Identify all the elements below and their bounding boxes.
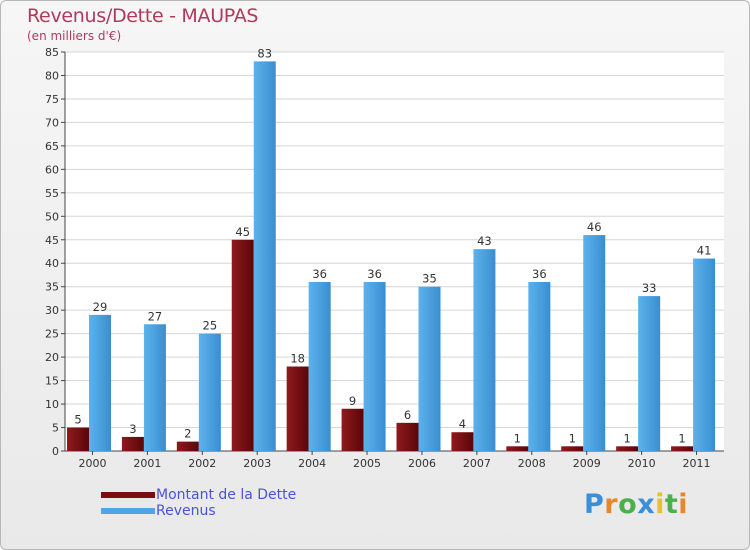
logo-letter: o <box>618 489 638 520</box>
x-tick-label: 2010 <box>628 457 656 470</box>
y-tick-label: 70 <box>45 116 59 129</box>
data-label-dette: 6 <box>404 408 411 422</box>
data-label-revenus: 35 <box>422 272 437 286</box>
bar-dette <box>231 239 254 451</box>
y-tick-label: 45 <box>45 234 59 247</box>
bar-dette <box>671 446 694 451</box>
x-tick-label: 2001 <box>133 457 161 470</box>
data-label-dette: 3 <box>129 422 136 436</box>
data-label-revenus: 33 <box>642 281 657 295</box>
data-label-revenus: 29 <box>93 300 108 314</box>
y-tick-label: 40 <box>45 257 59 270</box>
data-label-revenus: 46 <box>587 220 602 234</box>
legend-label-revenus: Revenus <box>156 503 216 519</box>
x-tick-label: 2011 <box>683 457 711 470</box>
legend-swatch-revenus <box>101 508 155 514</box>
x-tick-label: 2006 <box>408 457 436 470</box>
data-label-dette: 5 <box>74 413 81 427</box>
logo-letter: i <box>655 489 665 520</box>
data-label-dette: 18 <box>290 352 305 366</box>
y-tick-label: 25 <box>45 328 59 341</box>
x-tick-label: 2009 <box>573 457 601 470</box>
legend-label-dette: Montant de la Dette <box>156 487 297 503</box>
bar-revenus <box>583 235 606 451</box>
proxiti-logo: Proxiti <box>584 489 688 520</box>
data-label-dette: 1 <box>514 431 521 445</box>
y-tick-label: 80 <box>45 69 59 82</box>
x-tick-label: 2003 <box>243 457 271 470</box>
data-label-revenus: 36 <box>312 267 327 281</box>
data-label-revenus: 41 <box>697 244 712 258</box>
x-tick-label: 2000 <box>78 457 106 470</box>
bar-dette <box>396 422 419 451</box>
y-tick-label: 35 <box>45 281 59 294</box>
bar-revenus <box>253 61 276 451</box>
logo-letter: t <box>664 489 679 520</box>
bar-revenus <box>528 282 551 451</box>
bar-dette <box>286 366 309 451</box>
bar-revenus <box>143 324 166 451</box>
data-label-dette: 9 <box>349 394 356 408</box>
bar-dette <box>616 446 639 451</box>
bar-dette <box>451 432 474 451</box>
bar-dette <box>121 436 144 451</box>
y-tick-label: 85 <box>45 46 59 59</box>
bar-dette <box>561 446 584 451</box>
bar-revenus <box>363 282 386 451</box>
data-label-revenus: 36 <box>532 267 547 281</box>
x-tick-label: 2002 <box>188 457 216 470</box>
x-tick-label: 2004 <box>298 457 326 470</box>
y-tick-label: 30 <box>45 304 59 317</box>
bar-dette <box>67 427 89 451</box>
bar-revenus <box>693 258 716 451</box>
chart-subtitle: (en milliers d'€) <box>27 29 122 43</box>
y-tick-label: 20 <box>45 351 59 364</box>
y-tick-label: 50 <box>45 210 59 223</box>
data-label-dette: 2 <box>184 427 191 441</box>
y-tick-label: 55 <box>45 187 59 200</box>
x-tick-label: 2007 <box>463 457 491 470</box>
bar-dette <box>506 446 529 451</box>
data-label-revenus: 27 <box>148 309 163 323</box>
y-tick-label: 65 <box>45 140 59 153</box>
data-label-dette: 1 <box>678 431 685 445</box>
bar-dette <box>341 408 364 451</box>
plot-area <box>65 52 724 451</box>
bar-revenus <box>198 333 221 451</box>
data-label-dette: 1 <box>624 431 631 445</box>
y-tick-label: 5 <box>52 422 59 435</box>
bar-revenus <box>638 296 661 451</box>
y-tick-label: 10 <box>45 398 59 411</box>
legend-swatch-dette <box>101 492 155 498</box>
x-tick-label: 2008 <box>518 457 546 470</box>
logo-letter: P <box>584 489 605 520</box>
bar-revenus <box>308 282 331 451</box>
data-label-dette: 1 <box>569 431 576 445</box>
bar-revenus <box>418 286 441 451</box>
y-tick-label: 15 <box>45 375 59 388</box>
bar-dette <box>176 441 199 451</box>
logo-letter: i <box>678 489 689 520</box>
data-label-revenus: 83 <box>257 46 272 60</box>
chart-title: Revenus/Dette - MAUPAS <box>27 5 259 27</box>
bar-revenus <box>473 249 496 451</box>
y-tick-label: 60 <box>45 163 59 176</box>
data-label-revenus: 25 <box>203 319 218 333</box>
logo-letter: r <box>604 489 619 520</box>
data-label-dette: 45 <box>235 225 250 239</box>
data-label-dette: 4 <box>459 417 466 431</box>
x-tick-label: 2005 <box>353 457 381 470</box>
y-tick-label: 75 <box>45 93 59 106</box>
data-label-revenus: 43 <box>477 234 492 248</box>
logo-letter: x <box>637 489 656 520</box>
y-tick-label: 0 <box>52 445 59 458</box>
data-label-revenus: 36 <box>367 267 382 281</box>
bar-revenus <box>89 314 111 451</box>
